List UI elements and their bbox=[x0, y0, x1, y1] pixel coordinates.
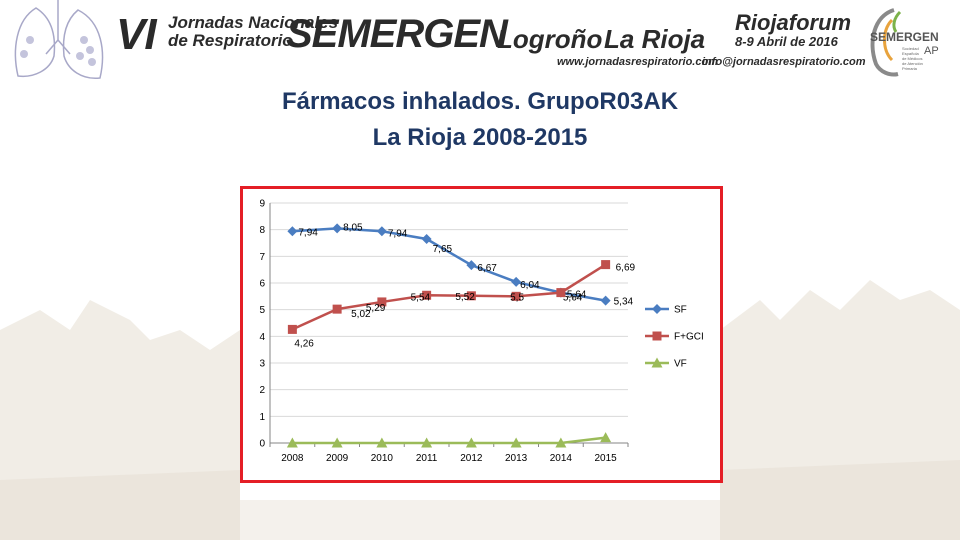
data-point-sf bbox=[421, 234, 432, 244]
series-line-vf bbox=[292, 436, 606, 445]
y-tick-label: 9 bbox=[259, 199, 265, 210]
data-point-sf bbox=[332, 223, 343, 234]
slide-subtitle: La Rioja 2008-2015 bbox=[372, 124, 588, 151]
x-tick-label: 2011 bbox=[416, 453, 438, 464]
data-point-f-gci bbox=[556, 288, 566, 298]
event-dates: 8-9 Abril de 2016 bbox=[735, 34, 838, 49]
event-number: VI bbox=[116, 10, 157, 59]
org-line-5: Primaria bbox=[902, 66, 917, 71]
org-line-3: de Médicos bbox=[902, 56, 923, 61]
data-point-sf bbox=[511, 276, 522, 287]
org-line-4: de Atención bbox=[902, 61, 923, 66]
data-label-sf: 6,04 bbox=[520, 280, 540, 291]
data-label-f-gci: 5,02 bbox=[351, 309, 371, 320]
data-label-sf: 5,34 bbox=[614, 297, 634, 308]
series-line-f-gci bbox=[291, 263, 607, 331]
legend-marker-sf bbox=[652, 304, 662, 314]
y-tick-label: 1 bbox=[259, 412, 265, 423]
x-tick-label: 2012 bbox=[460, 453, 483, 464]
x-tick-label: 2009 bbox=[326, 453, 349, 464]
data-point-vf bbox=[421, 437, 433, 448]
line-chart: 0 1 2 3 4 5 6 7 8 9 2008 2009 2010 2011 2012 2013 2014 20… bbox=[259, 199, 704, 465]
legend-marker-f-gci bbox=[652, 331, 662, 341]
data-label-sf: 8,05 bbox=[343, 222, 363, 233]
org-suffix: AP bbox=[924, 45, 939, 57]
event-email-link[interactable]: info@jornadasrespiratorio.com bbox=[702, 56, 866, 68]
x-tick-label: 2008 bbox=[281, 453, 304, 464]
data-label-f-gci: 5,5 bbox=[510, 292, 524, 303]
y-tick-label: 7 bbox=[259, 252, 265, 263]
x-tick-label: 2010 bbox=[371, 453, 394, 464]
data-point-vf bbox=[555, 437, 567, 448]
data-label-f-gci: 5,64 bbox=[567, 290, 587, 301]
data-point-sf bbox=[376, 226, 387, 237]
data-label-f-gci: 5,29 bbox=[366, 303, 386, 314]
y-tick-label: 0 bbox=[259, 439, 265, 450]
event-line-1: Jornadas Nacionales bbox=[168, 13, 339, 32]
org-line-1: Sociedad bbox=[902, 46, 919, 51]
semergen-logo-icon bbox=[870, 8, 902, 77]
data-label-sf: 5,64 bbox=[563, 293, 583, 304]
event-website-link[interactable]: www.jornadasrespiratorio.com bbox=[557, 56, 718, 68]
data-point-vf bbox=[376, 437, 388, 448]
slide-title: Fármacos inhalados. GrupoR03AK bbox=[281, 88, 679, 115]
y-tick-label: 3 bbox=[259, 359, 265, 370]
data-label-sf: 7,94 bbox=[298, 227, 318, 238]
org-name: SEMERGEN bbox=[870, 30, 939, 44]
data-point-vf bbox=[331, 437, 343, 448]
x-tick-label: 2015 bbox=[595, 453, 618, 464]
data-label-f-gci: 5,54 bbox=[411, 292, 431, 303]
data-label-f-gci: 5,52 bbox=[455, 292, 475, 303]
event-city: Logroño bbox=[497, 24, 603, 54]
event-banner: VI Jornadas Nacionales de Respiratorio S… bbox=[0, 0, 960, 82]
data-point-vf bbox=[510, 437, 522, 448]
event-region: La Rioja bbox=[604, 24, 706, 54]
data-point-f-gci bbox=[511, 291, 521, 301]
data-label-sf: 7,65 bbox=[433, 244, 453, 255]
data-point-vf bbox=[600, 432, 612, 443]
y-tick-label: 6 bbox=[259, 279, 265, 290]
lungs-icon bbox=[14, 0, 104, 79]
data-point-f-gci bbox=[466, 291, 476, 301]
data-label-sf: 6,67 bbox=[477, 263, 497, 274]
event-venue: Riojaforum bbox=[735, 10, 852, 35]
legend-label-sf: SF bbox=[674, 305, 687, 316]
data-point-sf bbox=[287, 226, 298, 237]
data-point-f-gci bbox=[377, 297, 387, 307]
y-tick-label: 5 bbox=[259, 305, 265, 316]
series-line-sf bbox=[292, 227, 606, 302]
data-label-f-gci: 6,69 bbox=[616, 263, 636, 274]
x-tick-label: 2014 bbox=[550, 453, 573, 464]
data-label-f-gci: 4,26 bbox=[294, 338, 314, 349]
legend-marker-vf bbox=[651, 357, 663, 368]
org-line-2: Española bbox=[902, 51, 919, 56]
chart-frame: 0 1 2 3 4 5 6 7 8 9 2008 2009 2010 2011 2012 2013 2014 20… bbox=[240, 186, 723, 483]
y-tick-label: 4 bbox=[259, 332, 265, 343]
data-point-vf bbox=[286, 437, 298, 448]
event-line-2: de Respiratorio bbox=[168, 31, 293, 50]
x-tick-label: 2013 bbox=[505, 453, 528, 464]
data-label-sf: 7,94 bbox=[388, 228, 408, 239]
event-brand: SEMERGEN bbox=[286, 12, 508, 56]
data-point-f-gci bbox=[332, 304, 342, 314]
legend-label-vf: VF bbox=[674, 359, 687, 370]
data-point-sf bbox=[466, 260, 477, 271]
data-point-f-gci bbox=[422, 290, 432, 300]
data-point-f-gci bbox=[287, 324, 297, 334]
data-point-vf bbox=[465, 437, 477, 448]
data-point-sf bbox=[600, 295, 611, 306]
y-tick-label: 2 bbox=[259, 385, 265, 396]
y-tick-label: 8 bbox=[259, 225, 265, 236]
data-point-f-gci bbox=[601, 260, 611, 270]
legend-label-f-gci: F+GCI bbox=[674, 332, 704, 343]
